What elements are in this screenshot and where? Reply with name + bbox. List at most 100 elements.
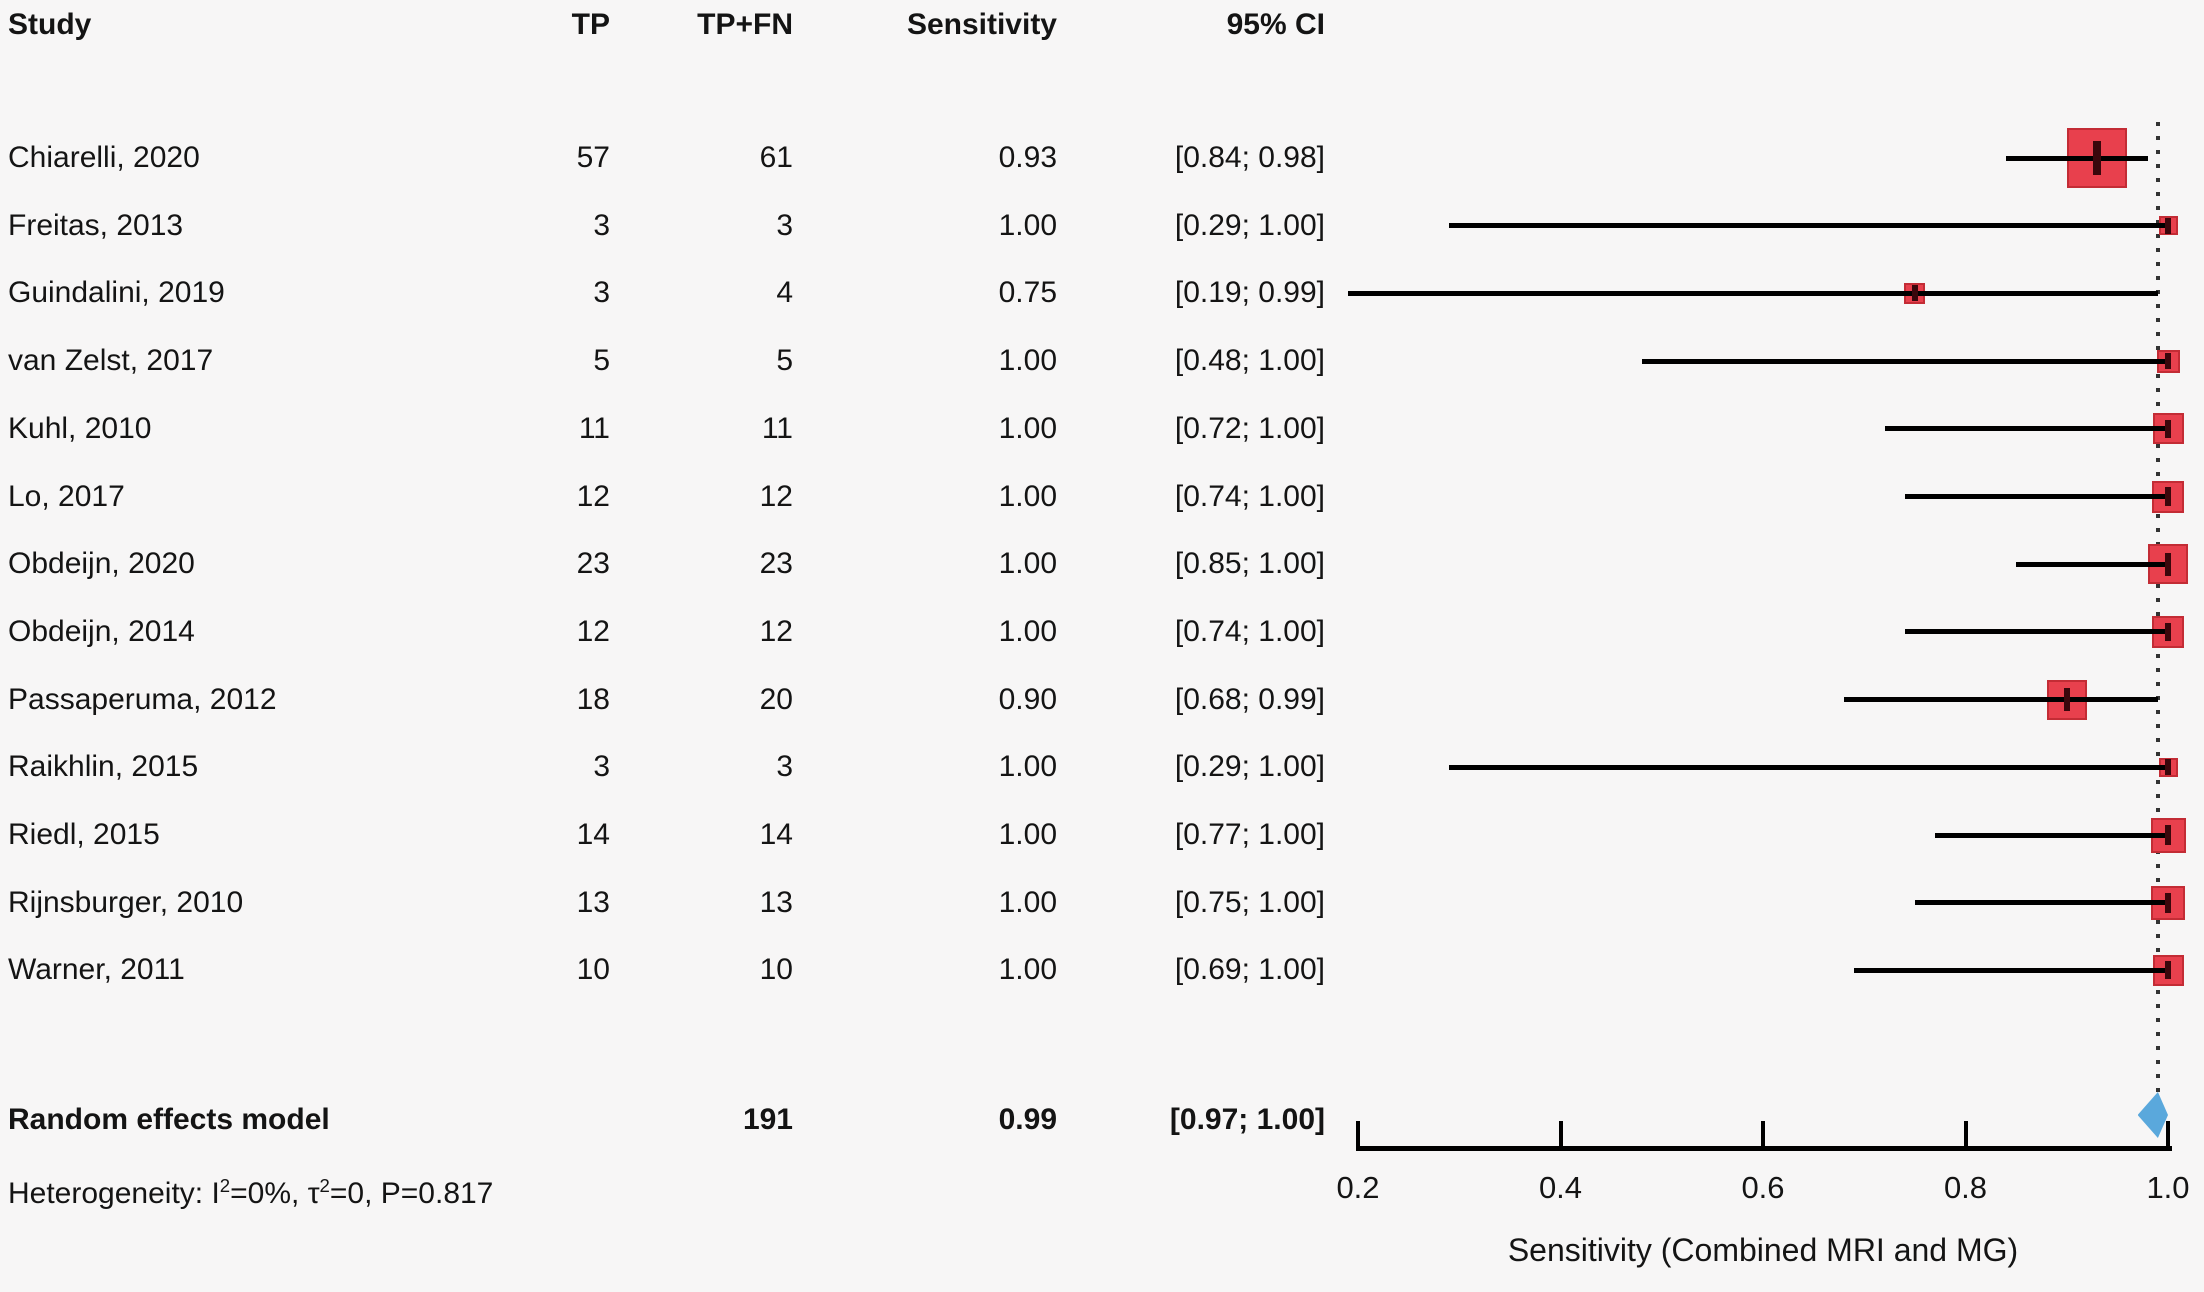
study-row-label: Kuhl, 2010 (8, 411, 152, 445)
study-row-label: Passaperuma, 2012 (8, 682, 277, 716)
pooled-ci: [0.97; 1.00] (1169, 1103, 1325, 1136)
study-row-ci: [0.29; 1.00] (1174, 750, 1325, 784)
header-tp: TP (571, 8, 610, 41)
study-row-tp: 5 (593, 344, 610, 378)
header-sensitivity: Sensitivity (906, 8, 1057, 41)
header-study: Study (8, 8, 92, 41)
x-axis-tick-label: 0.2 (1336, 1170, 1380, 1205)
study-row-label: Freitas, 2013 (8, 208, 184, 242)
study-row-tp-fn: 12 (759, 614, 793, 648)
ci-whisker (1347, 290, 2158, 296)
heterogeneity-superscript: 2 (319, 1175, 330, 1196)
study-row-tp-fn: 61 (759, 141, 793, 174)
heterogeneity-superscript: 2 (219, 1175, 231, 1196)
pooled-tp-fn: 191 (742, 1103, 793, 1136)
ci-whisker (2006, 155, 2148, 161)
study-row-ci: [0.69; 1.00] (1174, 953, 1325, 987)
header-ci: 95% CI (1226, 8, 1325, 41)
ci-whisker (1914, 900, 2168, 906)
study-row-sensitivity: 1.00 (998, 953, 1057, 987)
estimate-tick (2165, 824, 2171, 846)
study-row-sensitivity: 1.00 (998, 411, 1057, 445)
estimate-tick (1911, 285, 1918, 302)
ci-whisker (1449, 764, 2168, 770)
study-row-tp: 23 (576, 547, 610, 581)
study-row-tp: 12 (576, 479, 610, 513)
study-row-ci: [0.48; 1.00] (1174, 344, 1325, 378)
study-row-sensitivity: 0.90 (998, 682, 1057, 716)
study-row-ci: [0.68; 0.99] (1174, 682, 1325, 716)
study-row-ci: [0.19; 0.99] (1174, 276, 1325, 310)
study-row-tp-fn: 4 (776, 276, 793, 310)
study-row-tp-fn: 13 (759, 885, 793, 919)
ci-whisker (1641, 358, 2168, 364)
estimate-tick (2165, 759, 2171, 776)
study-row-sensitivity: 1.00 (998, 479, 1057, 513)
estimate-tick (2165, 487, 2171, 506)
x-axis-tick (1963, 1121, 1968, 1147)
study-row-ci: [0.74; 1.00] (1174, 479, 1325, 513)
study-row-tp: 12 (576, 614, 610, 648)
study-row-sensitivity: 1.00 (998, 208, 1057, 242)
study-row-label: Lo, 2017 (8, 479, 125, 513)
study-row-tp: 3 (593, 750, 610, 784)
study-row-tp-fn: 20 (759, 682, 793, 716)
reference-line (2155, 122, 2160, 1092)
study-row-label: Obdeijn, 2020 (8, 547, 195, 581)
study-row-label: Raikhlin, 2015 (8, 750, 199, 784)
study-row-tp-fn: 3 (776, 208, 793, 242)
study-row-tp-fn: 23 (759, 547, 793, 581)
x-axis-tick (2166, 1121, 2170, 1147)
x-axis-tick-label: 0.4 (1538, 1170, 1583, 1205)
estimate-tick (2165, 622, 2171, 642)
study-row-sensitivity: 1.00 (998, 750, 1057, 784)
study-row-tp-fn: 5 (776, 344, 793, 378)
x-axis-tick-label: 1.0 (2146, 1170, 2190, 1205)
study-row-tp-fn: 12 (759, 479, 793, 513)
estimate-tick (2165, 217, 2171, 234)
x-axis-tick (1356, 1121, 1360, 1147)
study-row-ci: [0.85; 1.00] (1174, 547, 1325, 581)
estimate-tick (2165, 353, 2171, 370)
estimate-tick (2165, 892, 2171, 913)
study-row-ci: [0.77; 1.00] (1174, 818, 1325, 851)
study-row-sensitivity: 1.00 (998, 547, 1057, 581)
ci-whisker (1904, 629, 2168, 635)
ci-whisker (2016, 561, 2168, 567)
study-row-ci: [0.74; 1.00] (1174, 614, 1325, 648)
pooled-sensitivity: 0.99 (998, 1103, 1057, 1136)
estimate-tick (2165, 419, 2171, 438)
study-row-tp: 14 (576, 818, 610, 851)
study-row-sensitivity: 1.00 (998, 614, 1057, 648)
study-row-label: Obdeijn, 2014 (8, 614, 195, 648)
study-row-sensitivity: 1.00 (998, 344, 1057, 378)
x-axis-line (1356, 1146, 2172, 1151)
ci-whisker (1844, 697, 2158, 703)
ci-whisker (1854, 967, 2168, 973)
study-row-ci: [0.84; 0.98] (1174, 141, 1325, 174)
study-row-tp: 13 (576, 885, 610, 919)
study-row-label: Chiarelli, 2020 (8, 141, 200, 174)
study-row-tp-fn: 3 (776, 750, 793, 784)
estimate-tick (2165, 552, 2171, 576)
study-row-label: van Zelst, 2017 (8, 344, 214, 378)
study-row-sensitivity: 0.93 (998, 141, 1057, 174)
x-axis-tick (1558, 1121, 1563, 1147)
ci-whisker (1904, 494, 2168, 499)
heterogeneity-note: Heterogeneity: I2=0%, τ2=0, P=0.817 (8, 1175, 494, 1210)
study-row-tp: 3 (593, 276, 610, 310)
x-axis-tick-label: 0.6 (1741, 1170, 1785, 1205)
study-row-tp-fn: 14 (759, 818, 793, 851)
study-row-tp-fn: 11 (761, 411, 793, 445)
pooled-label: Random effects model (8, 1103, 330, 1136)
estimate-tick (2063, 688, 2070, 712)
study-row-tp: 18 (576, 682, 610, 716)
study-row-sensitivity: 1.00 (998, 885, 1057, 919)
study-row-ci: [0.29; 1.00] (1174, 208, 1325, 242)
study-row-tp: 57 (576, 141, 610, 174)
pooled-diamond (2137, 1092, 2168, 1138)
study-row-label: Riedl, 2015 (8, 818, 160, 851)
study-row-label: Guindalini, 2019 (8, 276, 225, 310)
study-row-sensitivity: 1.00 (998, 818, 1057, 851)
